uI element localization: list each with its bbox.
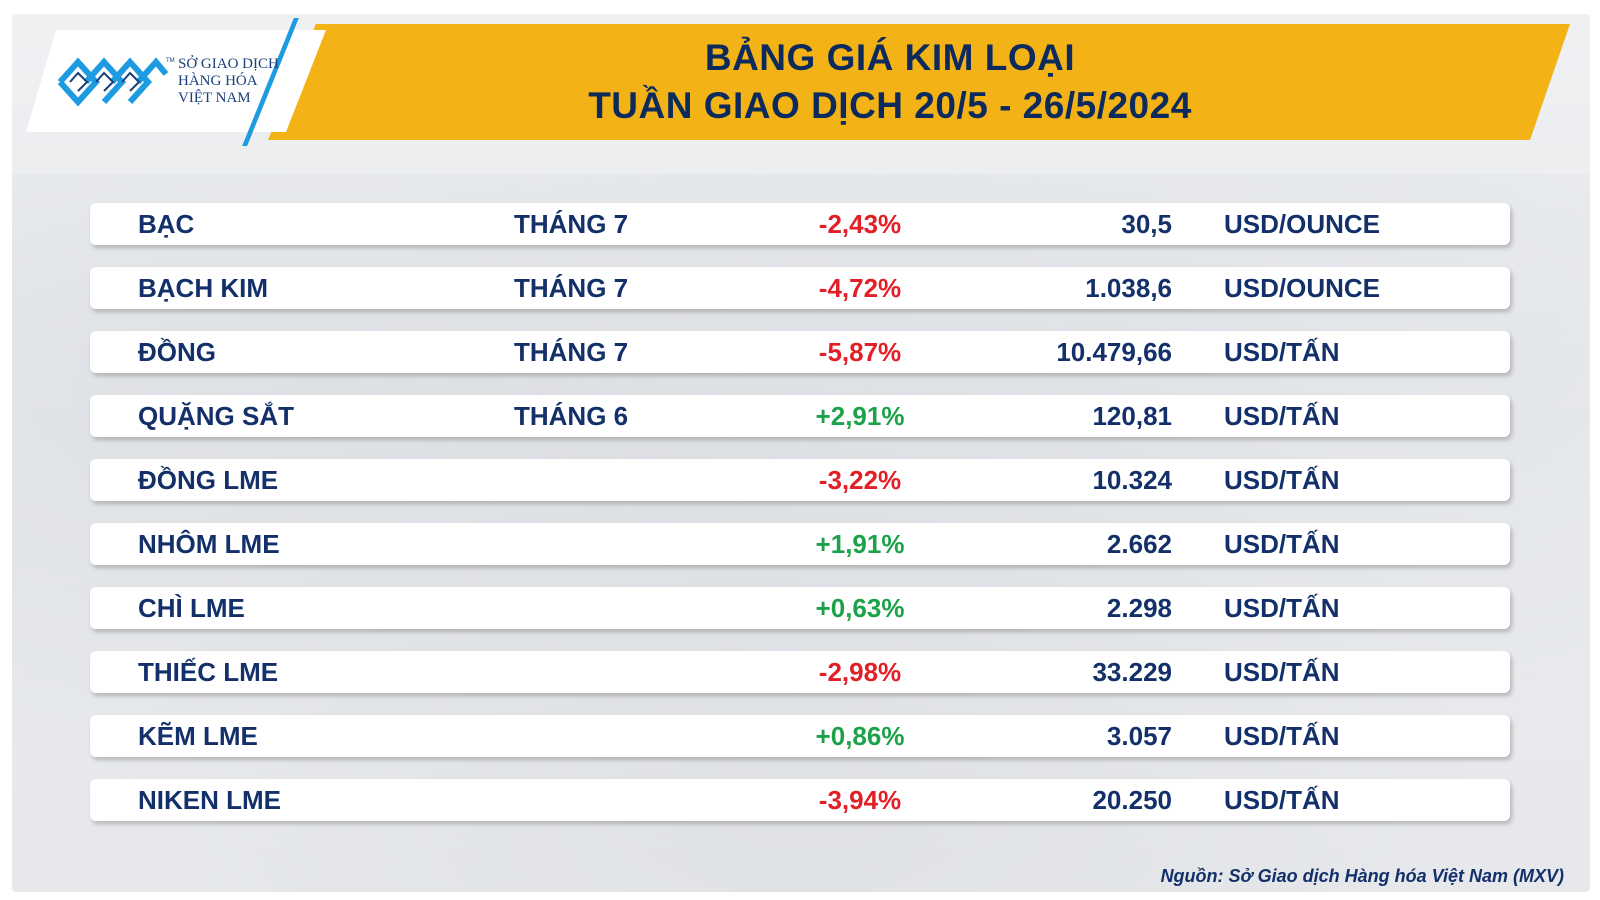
contract-month: THÁNG 7 xyxy=(514,273,629,303)
weekly-change: -2,43% xyxy=(818,209,902,239)
trademark-mark: TM xyxy=(166,58,175,64)
weekly-change: -3,94% xyxy=(818,785,902,815)
price-unit: USD/TẤN xyxy=(1224,721,1340,751)
price-unit: USD/TẤN xyxy=(1224,657,1340,687)
table-row: THIẾC LME -2,98% 33.229 USD/TẤN xyxy=(90,651,1510,693)
weekly-change: -4,72% xyxy=(818,273,902,303)
table-row: NIKEN LME -3,94% 20.250 USD/TẤN xyxy=(90,779,1510,821)
title-banner xyxy=(268,24,1570,140)
weekly-change: +0,63% xyxy=(815,593,905,623)
table-row: BẠCH KIM THÁNG 7 -4,72% 1.038,6 USD/OUNCE xyxy=(90,267,1510,309)
commodity-name: NHÔM LME xyxy=(138,529,280,559)
price-value: 120,81 xyxy=(1092,401,1172,431)
price-unit: USD/TẤN xyxy=(1224,593,1340,623)
source-note: Nguồn: Sở Giao dịch Hàng hóa Việt Nam (M… xyxy=(1160,866,1564,886)
logo-card xyxy=(26,30,326,132)
price-unit: USD/TẤN xyxy=(1224,465,1340,495)
price-value: 10.479,66 xyxy=(1056,337,1172,367)
table-row: ĐỒNG LME -3,22% 10.324 USD/TẤN xyxy=(90,459,1510,501)
weekly-change: -5,87% xyxy=(818,337,902,367)
price-unit: USD/TẤN xyxy=(1224,785,1340,815)
weekly-change: +1,91% xyxy=(815,529,905,559)
commodity-name: KẼM LME xyxy=(138,721,258,751)
logo-line-3: VIỆT NAM xyxy=(178,90,251,106)
table-row: KẼM LME +0,86% 3.057 USD/TẤN xyxy=(90,715,1510,757)
weekly-change: +2,91% xyxy=(815,401,905,431)
commodity-name: CHÌ LME xyxy=(138,593,245,623)
contract-month: THÁNG 7 xyxy=(514,209,629,239)
price-unit: USD/OUNCE xyxy=(1224,209,1381,239)
table-row: ĐỒNG THÁNG 7 -5,87% 10.479,66 USD/TẤN xyxy=(90,331,1510,373)
price-unit: USD/TẤN xyxy=(1224,529,1340,559)
commodity-name: BẠCH KIM xyxy=(138,273,268,303)
commodity-name: ĐỒNG xyxy=(138,337,216,367)
table-row: BẠC THÁNG 7 -2,43% 30,5 USD/OUNCE xyxy=(90,203,1510,245)
price-value: 10.324 xyxy=(1092,465,1172,495)
commodity-name: THIẾC LME xyxy=(138,657,279,687)
weekly-change: -2,98% xyxy=(818,657,902,687)
price-value: 1.038,6 xyxy=(1085,273,1172,303)
commodity-name: QUẶNG SẮT xyxy=(138,401,294,431)
table-row: QUẶNG SẮT THÁNG 6 +2,91% 120,81 USD/TẤN xyxy=(90,395,1510,437)
price-value: 2.662 xyxy=(1106,529,1172,559)
table-row: CHÌ LME +0,63% 2.298 USD/TẤN xyxy=(90,587,1510,629)
table-row: NHÔM LME +1,91% 2.662 USD/TẤN xyxy=(90,523,1510,565)
mxv-logo-icon xyxy=(57,57,168,107)
price-unit: USD/TẤN xyxy=(1224,401,1340,431)
page-title: BẢNG GIÁ KIM LOẠI TUẦN GIAO DỊCH 20/5 - … xyxy=(300,34,1480,130)
logo-text: SỞ GIAO DỊCH HÀNG HÓA VIỆT NAM xyxy=(178,56,279,107)
weekly-change: -3,22% xyxy=(818,465,902,495)
commodity-name: NIKEN LME xyxy=(138,785,281,815)
price-value: 3.057 xyxy=(1106,721,1172,751)
price-unit: USD/TẤN xyxy=(1224,337,1340,367)
title-line-1: BẢNG GIÁ KIM LOẠI xyxy=(704,37,1076,78)
price-value: 33.229 xyxy=(1092,657,1172,687)
title-line-2: TUẦN GIAO DỊCH 20/5 - 26/5/2024 xyxy=(588,85,1192,126)
price-unit: USD/OUNCE xyxy=(1224,273,1381,303)
logo-line-1: SỞ GIAO DỊCH xyxy=(178,56,279,72)
logo-line-2: HÀNG HÓA xyxy=(178,73,258,89)
contract-month: THÁNG 7 xyxy=(514,337,629,367)
price-table: BẠC THÁNG 7 -2,43% 30,5 USD/OUNCE BẠCH KIM THÁ… xyxy=(90,203,1510,843)
commodity-name: BẠC xyxy=(138,209,195,239)
commodity-name: ĐỒNG LME xyxy=(138,465,279,495)
price-value: 30,5 xyxy=(1121,209,1172,239)
contract-month: THÁNG 6 xyxy=(514,401,629,431)
price-value: 20.250 xyxy=(1092,785,1172,815)
price-value: 2.298 xyxy=(1106,593,1172,623)
weekly-change: +0,86% xyxy=(815,721,905,751)
